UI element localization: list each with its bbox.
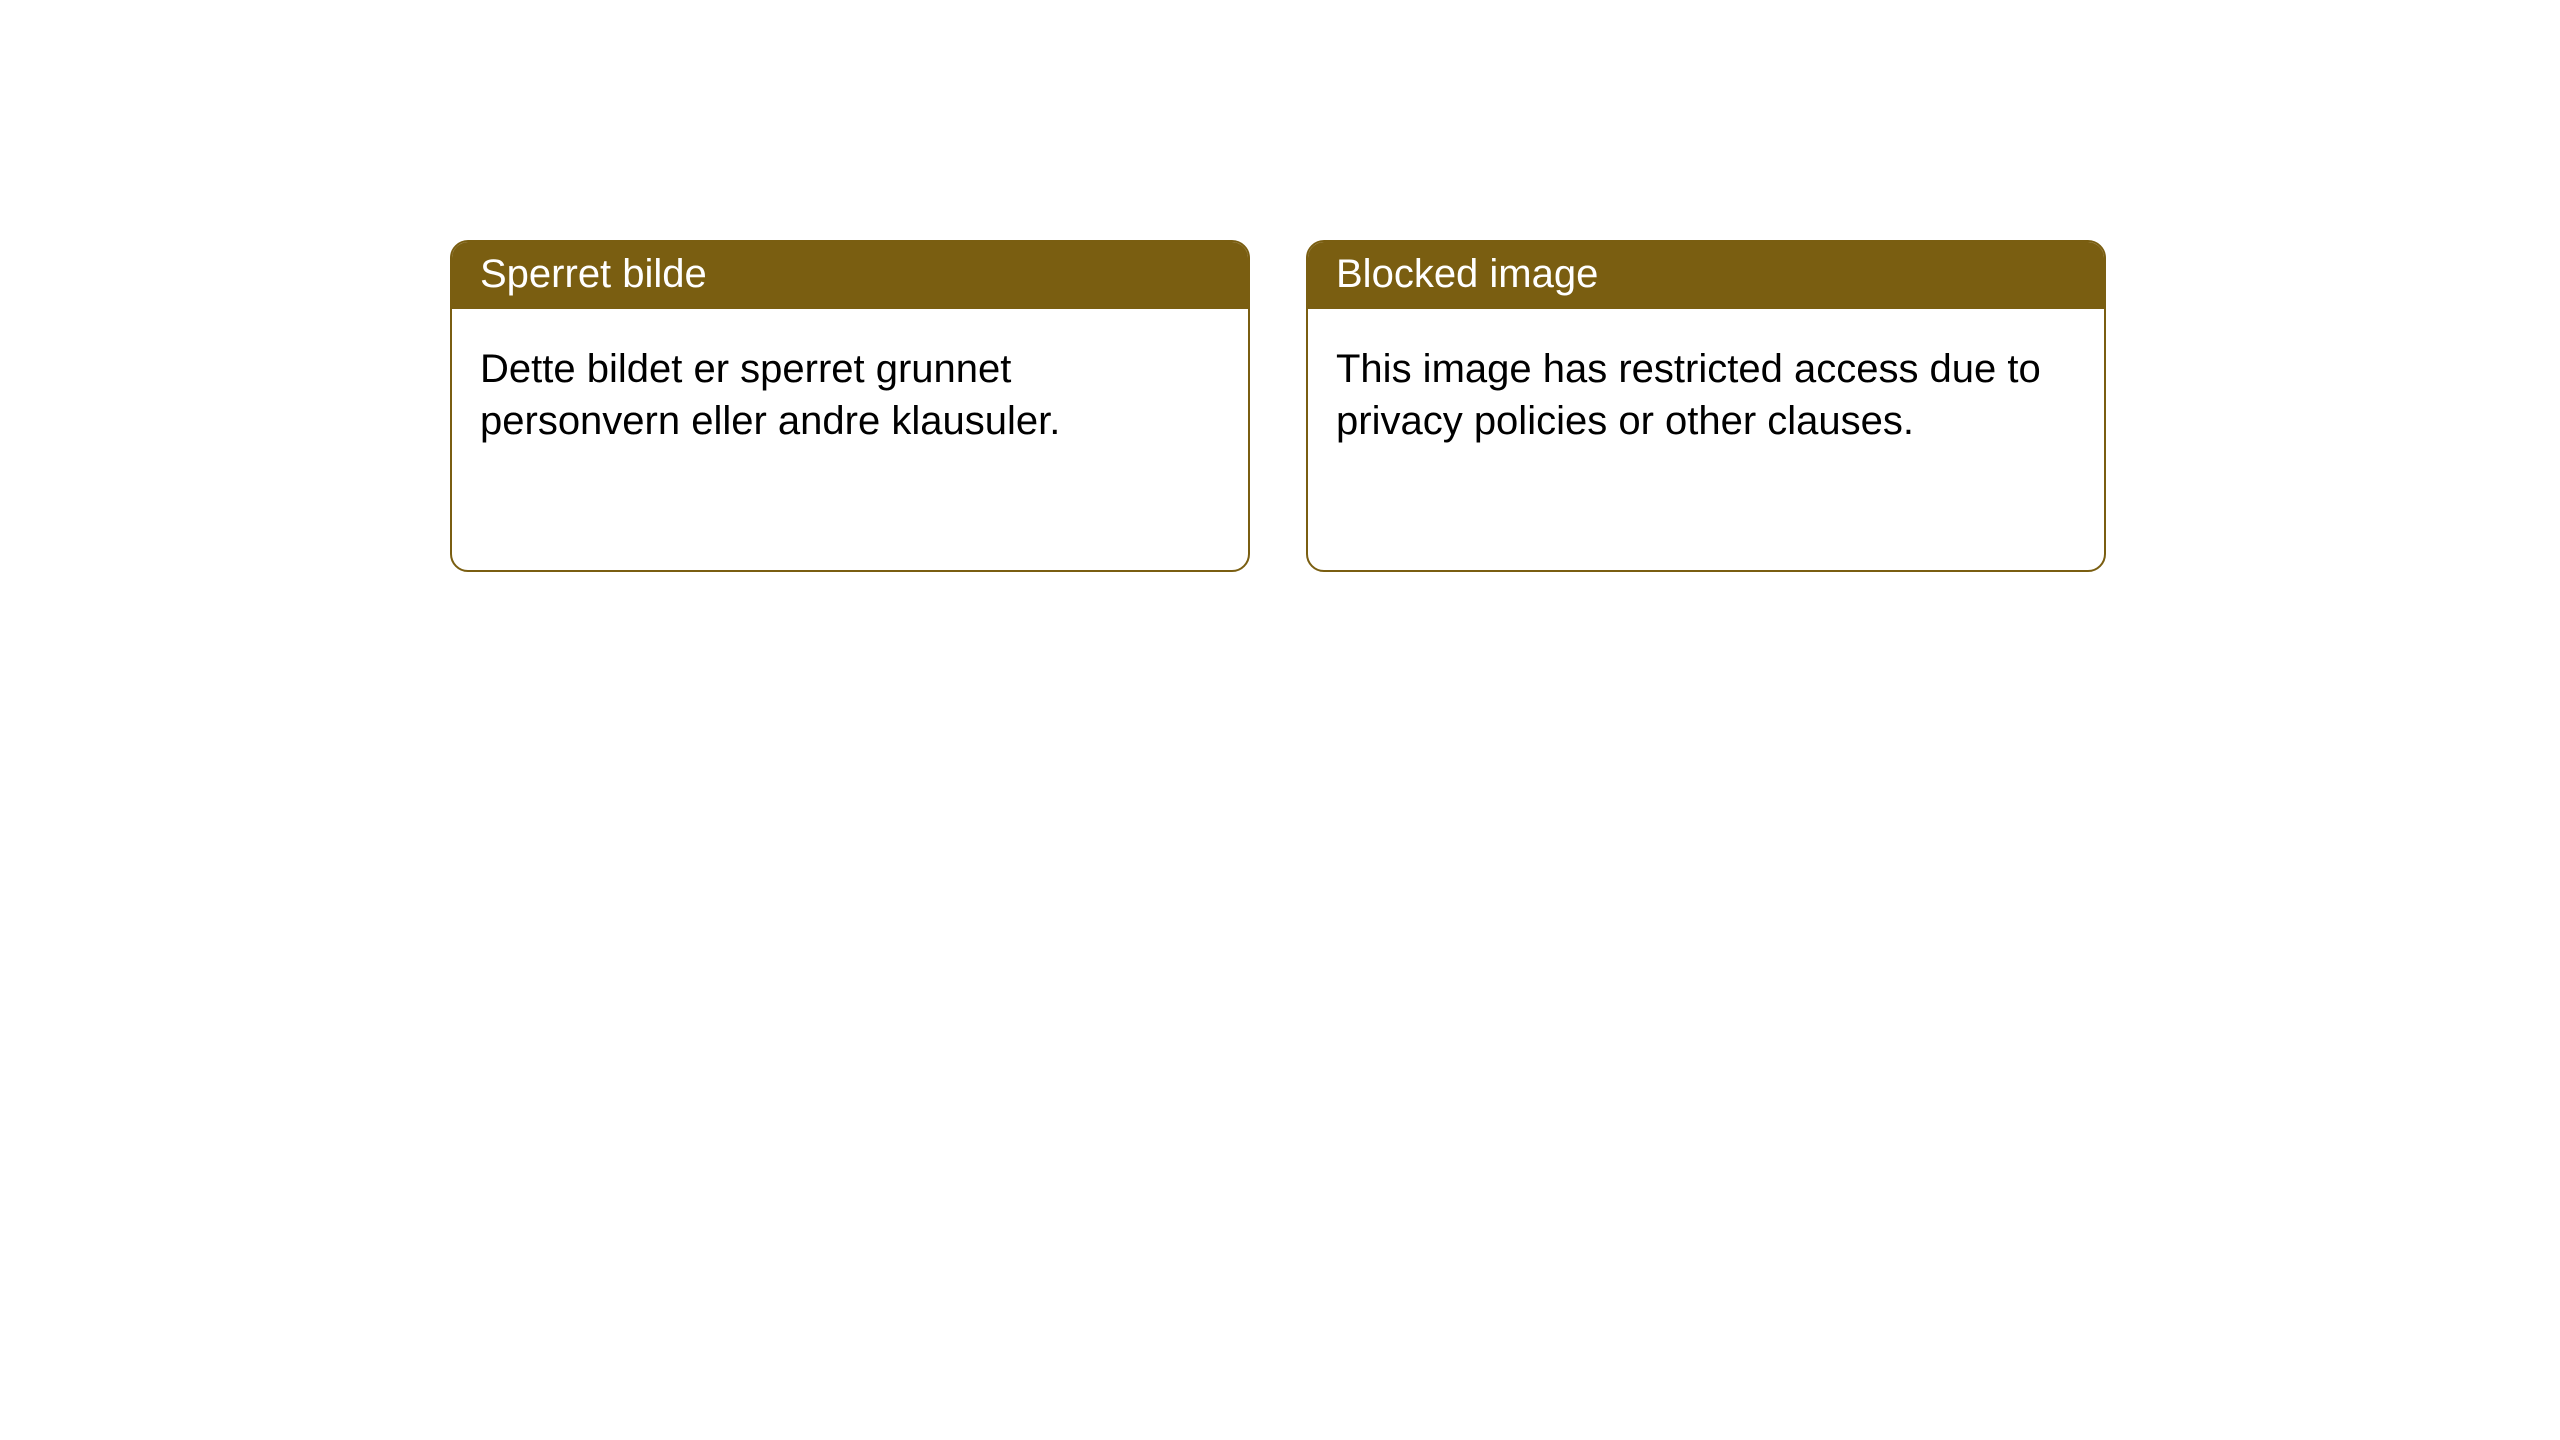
card-body-text: Dette bildet er sperret grunnet personve… (480, 347, 1060, 443)
cards-container: Sperret bilde Dette bildet er sperret gr… (0, 0, 2560, 572)
card-body: This image has restricted access due to … (1308, 309, 2104, 475)
card-header: Blocked image (1308, 242, 2104, 309)
card-header: Sperret bilde (452, 242, 1248, 309)
card-body: Dette bildet er sperret grunnet personve… (452, 309, 1248, 475)
card-title: Sperret bilde (480, 252, 707, 296)
blocked-image-card-english: Blocked image This image has restricted … (1306, 240, 2106, 572)
blocked-image-card-norwegian: Sperret bilde Dette bildet er sperret gr… (450, 240, 1250, 572)
card-title: Blocked image (1336, 252, 1598, 296)
card-body-text: This image has restricted access due to … (1336, 347, 2041, 443)
